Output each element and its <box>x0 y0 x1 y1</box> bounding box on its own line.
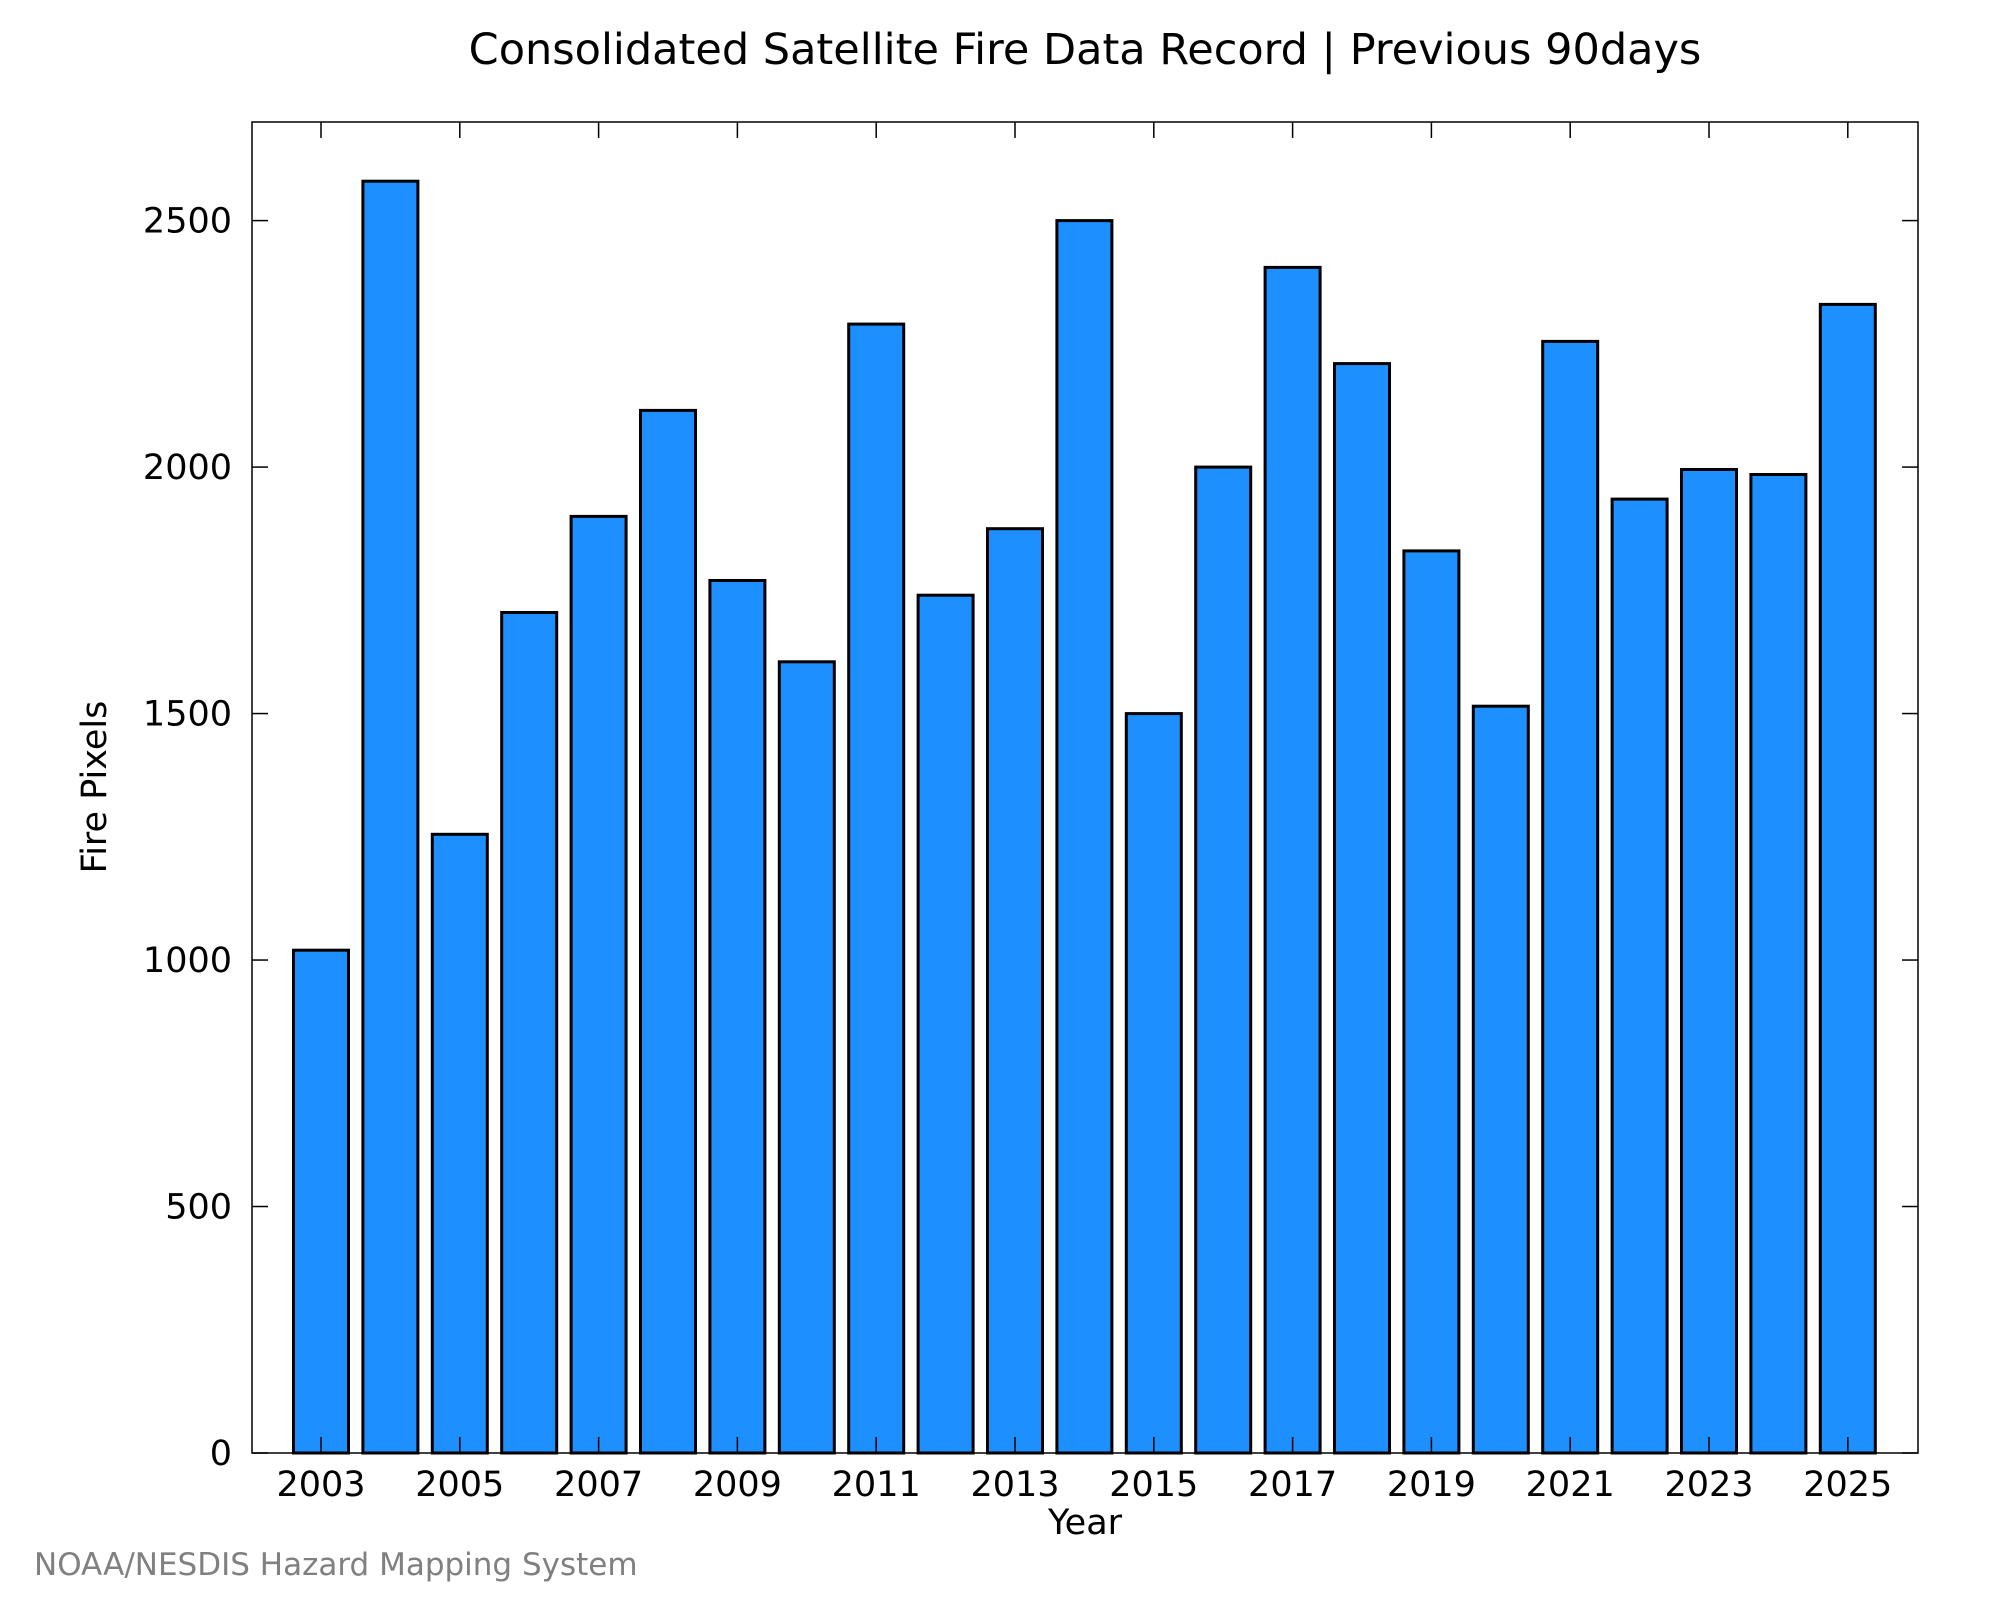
credit-text: NOAA/NESDIS Hazard Mapping System <box>34 1547 638 1583</box>
y-axis-label: Fire Pixels <box>75 701 115 874</box>
x-tick-label-2013: 2013 <box>970 1465 1059 1505</box>
bar-2007 <box>569 514 628 1455</box>
y-tick-labels: 0 500 1000 1500 2000 2500 <box>143 202 232 1474</box>
bar-2023 <box>1680 468 1738 1455</box>
x-tick-label-2025: 2025 <box>1803 1465 1892 1505</box>
x-tick-label-2003: 2003 <box>276 1465 365 1505</box>
plot-frame <box>251 121 1919 1454</box>
bar-2022 <box>1610 497 1669 1455</box>
x-tick-label-2005: 2005 <box>415 1465 504 1505</box>
bar-2011 <box>847 322 906 1455</box>
y-tick-label-2500: 2500 <box>143 202 232 242</box>
bar-2020 <box>1471 704 1530 1455</box>
x-tick-label-2015: 2015 <box>1109 1465 1198 1505</box>
x-tick-label-2009: 2009 <box>693 1465 782 1505</box>
x-tick-label-2007: 2007 <box>554 1465 643 1505</box>
x-tick-label-2021: 2021 <box>1526 1465 1615 1505</box>
y-tick-label-0: 0 <box>210 1434 232 1474</box>
bar-2005 <box>430 832 489 1455</box>
bar-2004 <box>361 179 420 1455</box>
bar-2009 <box>708 579 767 1455</box>
bar-2015 <box>1124 712 1183 1455</box>
bar-2025 <box>1818 302 1877 1455</box>
y-tick-label-2000: 2000 <box>143 448 232 488</box>
bar-2013 <box>986 527 1044 1455</box>
bar-2012 <box>916 593 975 1455</box>
x-tick-label-2023: 2023 <box>1664 1465 1753 1505</box>
x-axis-label: Year <box>1047 1503 1123 1543</box>
x-tick-label-2017: 2017 <box>1248 1465 1337 1505</box>
bars <box>292 179 1877 1455</box>
bar-2014 <box>1055 219 1114 1455</box>
bar-2018 <box>1333 362 1391 1455</box>
y-tick-label-1000: 1000 <box>143 941 232 981</box>
bar-2008 <box>639 408 697 1455</box>
bar-2019 <box>1402 549 1461 1455</box>
y-tick-label-1500: 1500 <box>143 695 232 735</box>
bar-2003 <box>292 948 350 1455</box>
x-tick-label-2011: 2011 <box>832 1465 921 1505</box>
bar-2017 <box>1263 265 1322 1455</box>
bar-2006 <box>500 611 559 1455</box>
bar-2016 <box>1194 465 1253 1455</box>
x-tick-label-2019: 2019 <box>1387 1465 1476 1505</box>
chart-title: Consolidated Satellite Fire Data Record … <box>469 25 1702 75</box>
bar-2024 <box>1749 473 1808 1455</box>
bar-2010 <box>777 660 836 1455</box>
x-tick-labels: 2003 2005 2007 2009 2011 2013 2015 2017 2019 2021… <box>276 1465 1892 1505</box>
y-tick-label-500: 500 <box>165 1188 232 1228</box>
bar-2021 <box>1541 339 1600 1455</box>
